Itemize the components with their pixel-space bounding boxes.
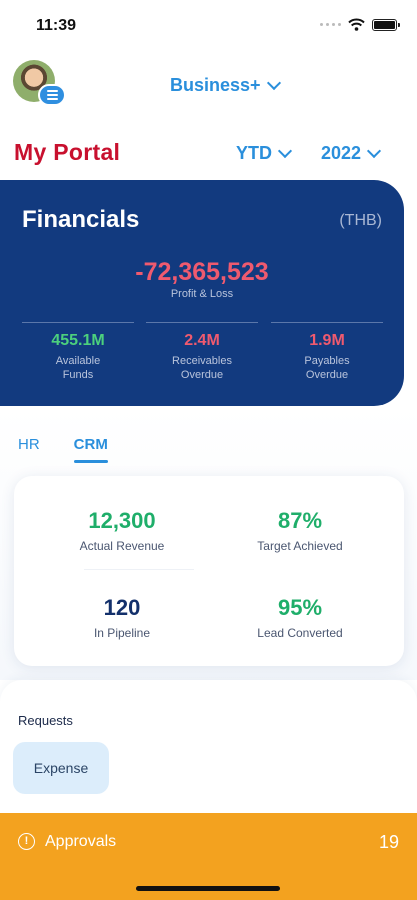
metric-label-line: Available [55,355,101,367]
divider [84,569,194,570]
metric-label-line: Payables [304,355,350,367]
signal-icon [320,23,341,26]
metric-value: 455.1M [51,332,105,349]
stat-value: 87% [277,508,323,533]
menu-badge-icon[interactable] [38,84,66,106]
metric-value: 2.4M [184,332,220,349]
profit-loss-value: -72,365,523 [135,258,269,286]
crm-stats-card: 12,300 Actual Revenue 87% Target Achieve… [14,476,404,666]
year-select[interactable]: 2022 [321,143,382,164]
stat-label: Lead Converted [257,626,343,640]
stat-label: Target Achieved [257,539,343,553]
chevron-down-icon [277,143,293,159]
receivables-overdue-metric: 2.4M Receivables Overdue [146,322,258,382]
stat-label: In Pipeline [93,626,151,640]
stat-value: 12,300 [88,508,156,533]
period-select[interactable]: YTD [236,143,293,164]
plan-label: Business+ [170,75,261,95]
status-icons [320,18,400,31]
home-indicator [136,886,280,891]
expense-button[interactable]: Expense [13,742,109,794]
tab-hr[interactable]: HR [18,436,40,453]
plan-select[interactable]: Business+ [170,75,281,96]
approvals-bar[interactable]: ! Approvals 19 [0,813,417,900]
battery-icon [372,18,400,31]
stat-label: Actual Revenue [79,539,165,553]
metric-label-line: Overdue [180,369,224,381]
stat-value: 95% [277,595,323,620]
page-title: My Portal [14,139,121,165]
financials-title: Financials [22,206,140,233]
metric-value: 1.9M [309,332,345,349]
payables-overdue-metric: 1.9M Payables Overdue [271,322,383,382]
metric-label-line: Overdue [305,369,349,381]
status-time: 11:39 [36,17,77,34]
currency-label: (THB) [339,212,382,229]
profit-loss-label: Profit & Loss [170,288,234,300]
chevron-down-icon [266,75,281,91]
stat-value: 120 [103,595,141,620]
approvals-label: Approvals [45,833,117,850]
target-achieved-stat: 87% Target Achieved [210,508,390,553]
tab-crm[interactable]: CRM [73,436,109,463]
dashboard-tabs: HR CRM [18,436,109,463]
metric-label: Payables Overdue [271,354,383,382]
year-label: 2022 [321,143,362,163]
approvals-count: 19 [378,832,399,852]
lead-converted-stat: 95% Lead Converted [210,595,390,640]
metric-label: Receivables Overdue [146,354,258,382]
status-bar: 11:39 [0,0,417,52]
info-icon: ! [18,833,35,850]
in-pipeline-stat: 120 In Pipeline [32,595,212,640]
actual-revenue-stat: 12,300 Actual Revenue [32,508,212,553]
financials-card[interactable]: Financials (THB) -72,365,523 Profit & Lo… [0,180,404,406]
available-funds-metric: 455.1M Available Funds [22,322,134,382]
metric-label: Available Funds [22,354,134,382]
period-label: YTD [236,143,272,163]
wifi-icon [348,18,365,31]
requests-title: Requests [18,713,73,728]
metric-label-line: Receivables [172,355,232,367]
chevron-down-icon [366,143,382,159]
metric-label-line: Funds [62,369,94,381]
